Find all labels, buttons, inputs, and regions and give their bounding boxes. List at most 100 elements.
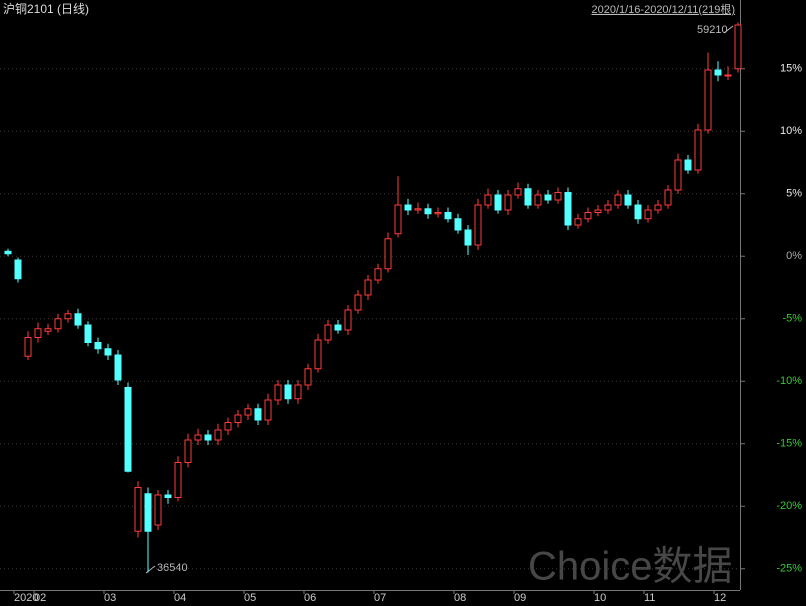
candle-body	[704, 69, 712, 131]
candle-body	[314, 339, 322, 370]
y-tick-label: 10%	[780, 125, 802, 137]
x-tick-label: 12	[714, 592, 726, 604]
candle-body	[124, 387, 132, 472]
y-tick-label: 5%	[786, 188, 802, 200]
candle-body	[64, 313, 72, 320]
candle-body	[304, 368, 312, 386]
x-tick-label: 08	[454, 592, 466, 604]
candle-body	[684, 159, 692, 171]
candle-body	[24, 337, 32, 357]
candle-body	[374, 268, 382, 281]
candle-body	[554, 192, 562, 201]
candle-body	[654, 204, 662, 211]
candle-body	[274, 384, 282, 401]
y-tick-label: -25%	[776, 563, 802, 575]
candle-body	[154, 494, 162, 526]
candle-body	[584, 212, 592, 220]
candle-body	[494, 194, 502, 211]
candle-body	[214, 429, 222, 441]
candle-body	[94, 342, 102, 350]
max-annotation: 59210	[697, 24, 728, 36]
candle-body	[454, 218, 462, 231]
candle-body	[634, 204, 642, 220]
x-tick-label: 04	[174, 592, 186, 604]
candle-body	[664, 189, 672, 206]
y-tick-label: 0%	[786, 250, 802, 262]
candle-body	[734, 24, 742, 70]
candle-body	[324, 324, 332, 341]
candle-body	[254, 408, 262, 421]
candle-body	[184, 439, 192, 463]
min-annotation: 36540	[157, 562, 188, 574]
candle-body	[364, 279, 372, 296]
candle-body	[474, 204, 482, 246]
x-tick-label: 06	[304, 592, 316, 604]
candle-body	[334, 324, 342, 331]
candle-body	[114, 354, 122, 381]
y-tick-label: -15%	[776, 438, 802, 450]
candle-body	[464, 229, 472, 246]
y-tick-label: -10%	[776, 375, 802, 387]
y-tick-label: -20%	[776, 500, 802, 512]
candle-body	[624, 194, 632, 206]
candle-body	[174, 462, 182, 498]
candle-body	[504, 194, 512, 211]
candle-body	[74, 313, 82, 326]
y-tick-label: 15%	[780, 63, 802, 75]
candle-body	[264, 399, 272, 421]
candle-body	[404, 204, 412, 211]
candle-body	[604, 204, 612, 211]
x-tick-label: 02	[34, 592, 46, 604]
candle-body	[414, 208, 422, 211]
candle-body	[384, 238, 392, 270]
x-tick-label: 03	[104, 592, 116, 604]
candle-body	[714, 69, 722, 76]
candle-body	[104, 348, 112, 356]
candle-body	[204, 434, 212, 441]
candle-body	[514, 188, 522, 196]
x-tick-label: 11	[644, 592, 655, 604]
candle-body	[574, 218, 582, 226]
candle-body	[44, 328, 52, 332]
candle-body	[434, 212, 442, 215]
candle-body	[544, 194, 552, 201]
chart-title: 沪铜2101 (日线)	[3, 1, 89, 16]
x-tick-label: 10	[594, 592, 606, 604]
candle-body	[34, 328, 42, 338]
watermark: Choice数据	[528, 545, 733, 589]
candle-body	[524, 188, 532, 206]
candle-body	[644, 209, 652, 220]
candle-body	[144, 493, 152, 532]
candle-body	[224, 422, 232, 431]
y-tick-label: -5%	[782, 313, 802, 325]
candle-body	[594, 209, 602, 213]
candle-body	[534, 194, 542, 206]
x-tick-label: 05	[244, 592, 256, 604]
date-range: 2020/1/16-2020/12/11(219根)	[591, 2, 735, 16]
candle-body	[84, 324, 92, 343]
candle-body	[164, 494, 172, 498]
candle-body	[674, 159, 682, 191]
candle-body	[4, 250, 12, 255]
candle-body	[244, 408, 252, 416]
candle-body	[614, 194, 622, 206]
x-tick-label: 2020	[14, 592, 38, 604]
candle-body	[394, 204, 402, 235]
candle-body	[344, 309, 352, 331]
candle-body	[294, 384, 302, 400]
candle-body	[444, 212, 452, 220]
candle-body	[194, 434, 202, 441]
candle-body	[234, 414, 242, 423]
candle-body	[284, 384, 292, 400]
candle-body	[424, 208, 432, 215]
candle-body	[14, 259, 22, 280]
candle-body	[54, 318, 62, 330]
candle-body	[724, 74, 732, 77]
candle-body	[564, 192, 572, 226]
candle-body	[134, 487, 142, 532]
candle-body	[354, 294, 362, 311]
candle-body	[484, 194, 492, 206]
candle-body	[694, 129, 702, 171]
